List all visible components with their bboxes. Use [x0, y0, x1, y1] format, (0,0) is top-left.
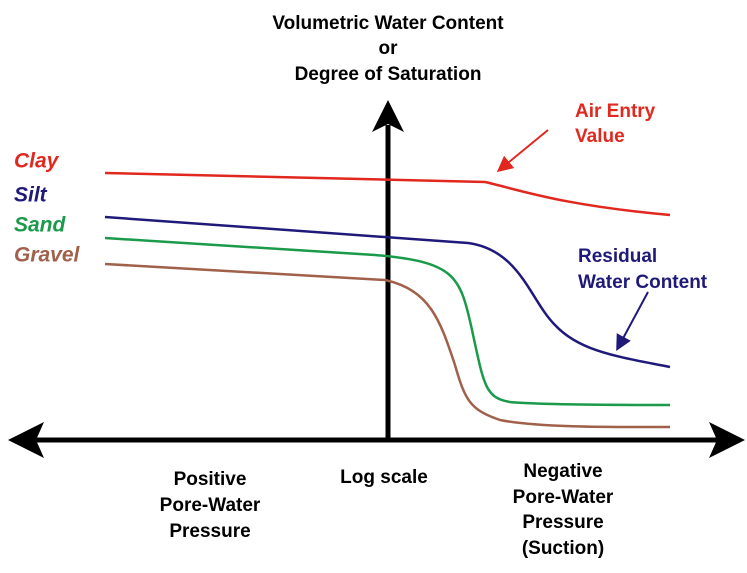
curve-label: Gravel	[14, 244, 81, 267]
axis-label: or	[379, 38, 399, 59]
x-label: Log scale	[340, 467, 428, 488]
curve-label: Silt	[14, 184, 48, 207]
annotation: Residual	[578, 246, 657, 267]
silt-curve	[104, 215, 671, 369]
x-label: Positive	[174, 469, 247, 490]
clay-curve	[104, 171, 671, 217]
axis-label: Degree of Saturation	[295, 64, 482, 85]
x-label: Pore-Water	[513, 487, 614, 508]
x-label: (Suction)	[522, 538, 604, 559]
axes	[8, 100, 745, 458]
x-label: Pressure	[522, 512, 603, 533]
residual-arrow	[616, 291, 649, 352]
annotation: Water Content	[578, 272, 708, 293]
annotation: Value	[575, 126, 625, 147]
x-label: Pore-Water	[160, 495, 261, 516]
x-label: Pressure	[169, 521, 250, 542]
x-label: Negative	[523, 461, 602, 482]
curve-label: Clay	[14, 150, 60, 173]
gravel-curve	[104, 262, 671, 429]
sand-curve	[104, 236, 671, 407]
annotation: Air Entry	[575, 101, 656, 122]
curve-label: Sand	[14, 214, 67, 237]
axis-label: Volumetric Water Content	[272, 13, 504, 34]
air-entry-arrow	[496, 129, 549, 173]
